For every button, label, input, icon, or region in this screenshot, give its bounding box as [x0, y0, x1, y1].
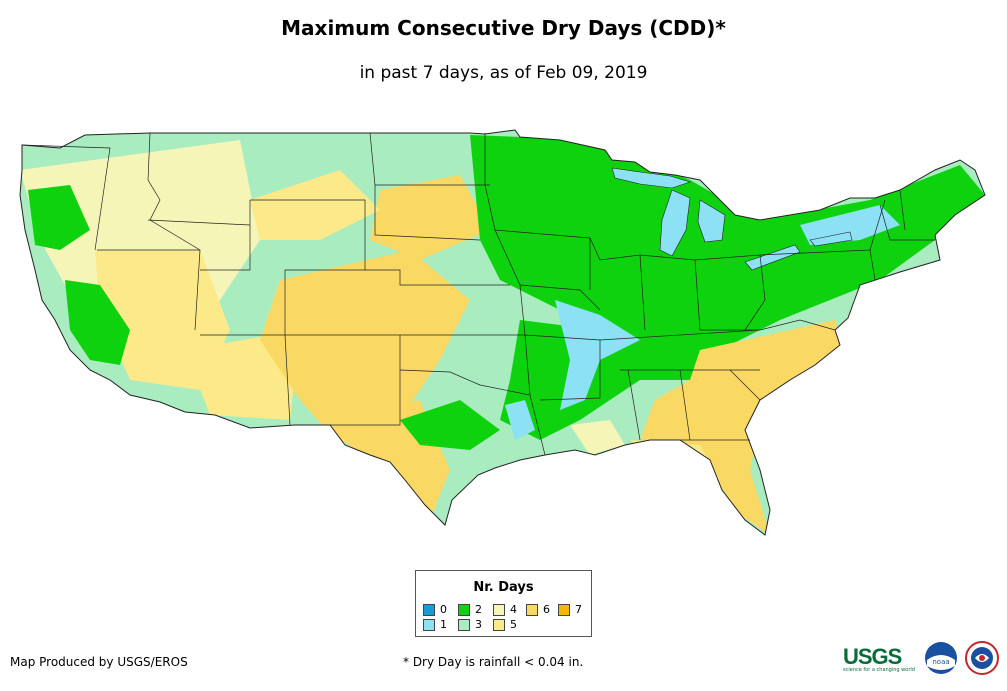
legend-swatch-6 [526, 603, 538, 616]
legend-item-7: 7 [558, 603, 582, 616]
legend-swatch-3 [458, 618, 470, 631]
legend-swatch-4 [493, 603, 505, 616]
legend-item-4: 4 [493, 603, 517, 616]
noaa-logo-text: noaa [932, 658, 949, 666]
legend-label-2: 2 [475, 603, 482, 616]
legend-swatch-1 [423, 618, 435, 631]
legend-label-4: 4 [510, 603, 517, 616]
legend-label-1: 1 [440, 618, 447, 631]
credit-text: Map Produced by USGS/EROS [10, 655, 188, 669]
legend-label-7: 7 [575, 603, 582, 616]
legend-item-6: 6 [526, 603, 550, 616]
legend-swatch-5 [493, 618, 505, 631]
legend-item-2: 2 [458, 603, 482, 616]
legend-label-6: 6 [543, 603, 550, 616]
legend-swatch-0 [423, 603, 435, 616]
logo-group: USGS science for a changing world noaa [843, 640, 1003, 676]
legend-item-5: 5 [493, 618, 517, 631]
legend-item-0: 0 [423, 603, 447, 616]
map-title: Maximum Consecutive Dry Days (CDD)* [281, 16, 726, 40]
legend-box: Nr. Days 0 1 2 3 4 5 6 7 [415, 570, 592, 637]
legend-label-0: 0 [440, 603, 447, 616]
dry-day-note: * Dry Day is rainfall < 0.04 in. [403, 655, 584, 669]
legend-label-3: 3 [475, 618, 482, 631]
legend-title: Nr. Days [473, 580, 534, 595]
legend-swatch-2 [458, 603, 470, 616]
map-subtitle: in past 7 days, as of Feb 09, 2019 [359, 63, 648, 83]
noaa-logo: noaa [925, 642, 957, 674]
legend-label-5: 5 [510, 618, 517, 631]
nws-logo [965, 641, 999, 675]
usgs-tagline: science for a changing world [843, 667, 915, 673]
usgs-logo: USGS [843, 644, 902, 669]
legend-item-1: 1 [423, 618, 447, 631]
legend-item-3: 3 [458, 618, 482, 631]
legend-swatch-7 [558, 603, 570, 616]
